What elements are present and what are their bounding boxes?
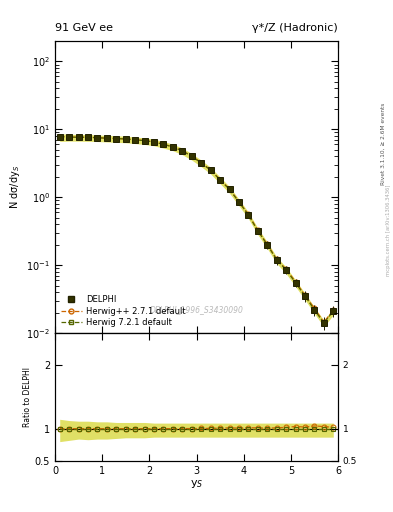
Text: 91 GeV ee: 91 GeV ee: [55, 23, 113, 33]
Text: DELPHI_1996_S3430090: DELPHI_1996_S3430090: [150, 305, 243, 314]
Y-axis label: N dσ/dy$_S$: N dσ/dy$_S$: [8, 165, 22, 209]
Text: mcplots.cern.ch [arXiv:1306.3436]: mcplots.cern.ch [arXiv:1306.3436]: [386, 185, 391, 276]
X-axis label: y$_S$: y$_S$: [190, 478, 203, 490]
Text: Rivet 3.1.10, ≥ 2.6M events: Rivet 3.1.10, ≥ 2.6M events: [381, 102, 386, 184]
Y-axis label: Ratio to DELPHI: Ratio to DELPHI: [23, 367, 32, 427]
Text: γ*/Z (Hadronic): γ*/Z (Hadronic): [252, 23, 338, 33]
Legend: DELPHI, Herwig++ 2.7.1 default, Herwig 7.2.1 default: DELPHI, Herwig++ 2.7.1 default, Herwig 7…: [59, 293, 187, 329]
